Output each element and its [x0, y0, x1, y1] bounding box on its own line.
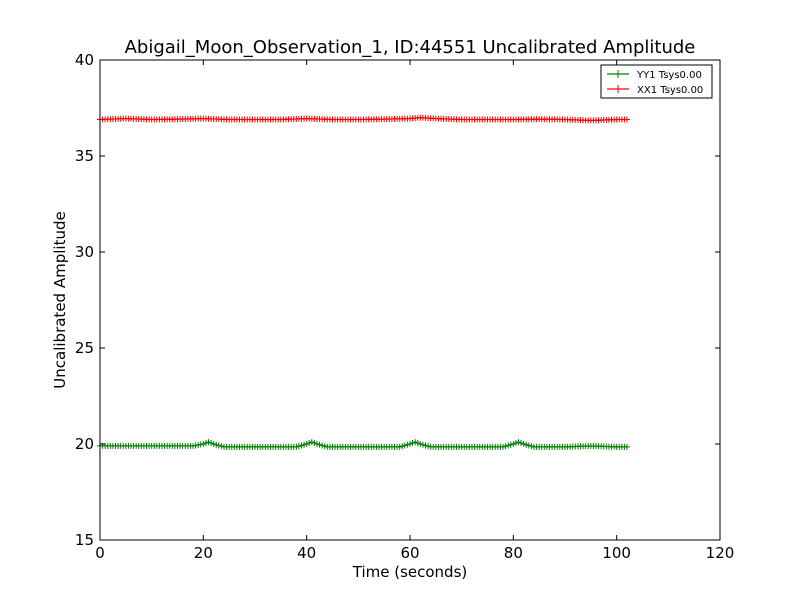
legend: YY1 Tsys0.00 XX1 Tsys0.00: [600, 64, 713, 99]
data-marker: [425, 443, 432, 450]
legend-marker: [614, 85, 622, 93]
x-tick-label: 120: [706, 544, 735, 562]
data-marker: [314, 441, 320, 447]
ticks-layer: 0 20 40 60 80 100 120 15 20 25 30 35 40: [75, 51, 734, 562]
chart-title: Abigail_Moon_Observation_1, ID:44551 Unc…: [125, 37, 696, 58]
data-marker: [512, 440, 519, 447]
data-marker: [624, 116, 630, 123]
y-tick-label: 35: [75, 147, 94, 165]
axes-background: [100, 60, 720, 540]
data-marker: [218, 443, 225, 450]
data-marker: [306, 440, 313, 447]
data-marker: [210, 441, 217, 447]
plot-area: [100, 60, 720, 540]
data-marker: [200, 441, 207, 447]
data-marker: [301, 441, 308, 448]
y-tick-label: 20: [75, 435, 94, 453]
data-marker: [525, 442, 532, 449]
data-marker: [404, 441, 411, 448]
data-marker: [422, 442, 429, 449]
legend-marker: [614, 70, 622, 78]
data-marker: [205, 439, 212, 446]
data-marker: [303, 441, 310, 447]
data-marker: [515, 439, 522, 446]
x-tick-label: 80: [504, 544, 523, 562]
x-tick-label: 20: [194, 544, 213, 562]
y-tick-label: 15: [75, 531, 94, 549]
data-marker: [308, 439, 315, 446]
data-marker: [528, 443, 535, 450]
data-marker: [202, 440, 209, 447]
legend-label: YY1 Tsys0.00: [636, 70, 702, 81]
data-marker: [412, 439, 419, 446]
data-marker: [624, 443, 630, 450]
data-marker: [505, 442, 512, 449]
data-marker: [311, 440, 318, 447]
data-marker: [417, 441, 424, 447]
data-marker: [500, 443, 506, 450]
data-marker: [518, 440, 525, 447]
x-tick-label: 40: [297, 544, 316, 562]
x-tick-label: 0: [95, 544, 105, 562]
legend-box: [600, 64, 713, 99]
data-marker: [409, 440, 416, 447]
data-marker: [523, 441, 530, 448]
data-marker: [295, 443, 302, 450]
data-marker: [419, 441, 426, 448]
data-marker: [520, 441, 527, 447]
data-marker: [213, 441, 220, 448]
data-marker: [396, 443, 403, 450]
y-tick-label: 25: [75, 339, 94, 357]
series-1: [97, 439, 630, 450]
data-marker: [414, 440, 421, 447]
data-marker: [507, 441, 514, 448]
legend-label: XX1 Tsys0.00: [637, 85, 703, 96]
data-marker: [316, 441, 323, 448]
x-tick-label: 60: [400, 544, 419, 562]
y-tick-label: 30: [75, 243, 94, 261]
data-marker: [502, 443, 509, 450]
legend-entries: YY1 Tsys0.00 XX1 Tsys0.00: [607, 70, 703, 96]
data-marker: [293, 443, 300, 450]
data-marker: [510, 441, 517, 447]
data-marker: [401, 442, 408, 449]
y-tick-label: 40: [75, 51, 94, 69]
data-marker: [298, 442, 305, 449]
x-axis-label: Time (seconds): [352, 563, 468, 581]
x-tick-label: 100: [602, 544, 631, 562]
data-marker: [215, 442, 222, 449]
data-marker: [319, 442, 326, 449]
data-marker: [208, 440, 215, 447]
y-axis-label: Uncalibrated Amplitude: [51, 211, 69, 388]
data-marker: [399, 443, 406, 450]
data-marker: [321, 443, 328, 450]
data-marker: [407, 441, 413, 447]
